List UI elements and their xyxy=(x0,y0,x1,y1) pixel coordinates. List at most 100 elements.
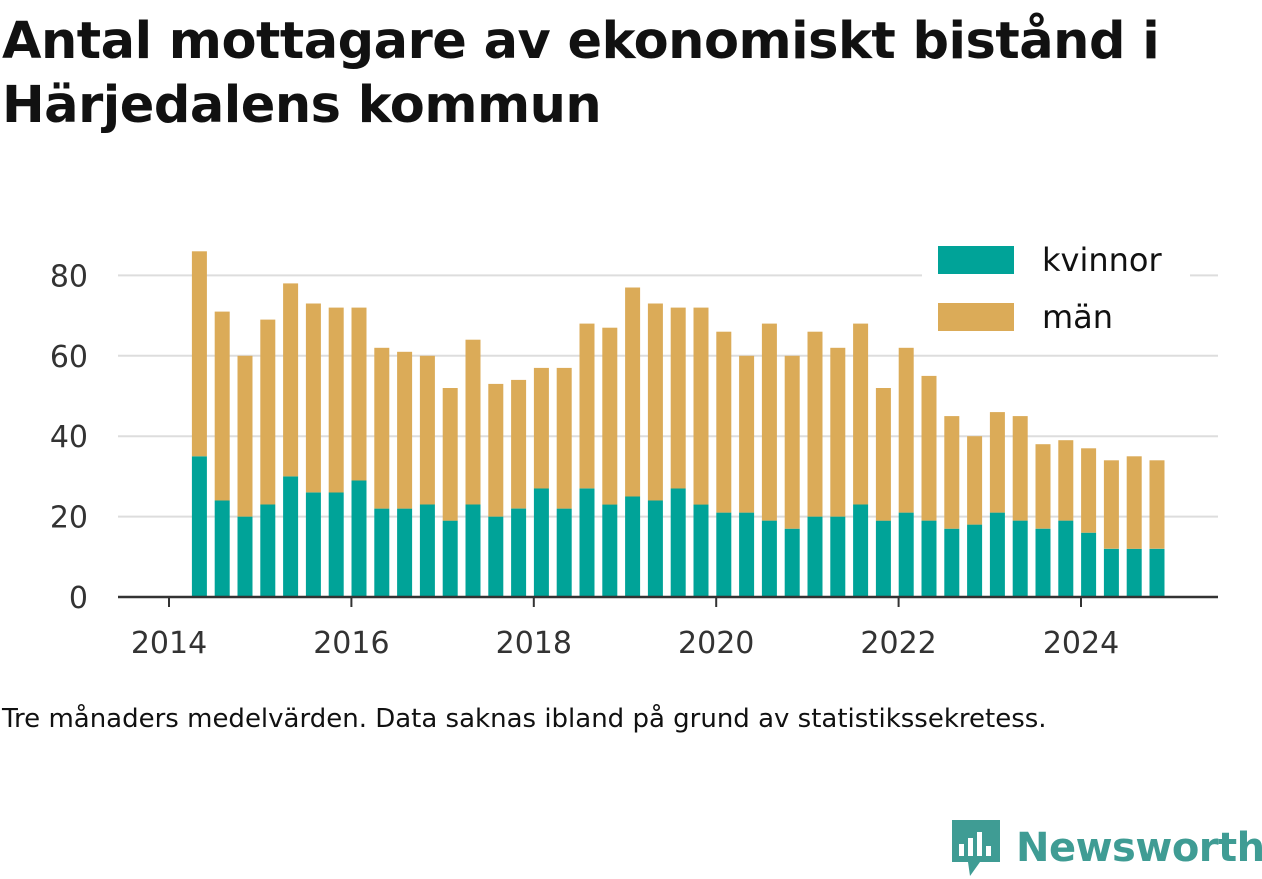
bar-män-2023-05 xyxy=(1012,416,1028,521)
bar-män-2019-05 xyxy=(647,303,663,501)
chart-title: Antal mottagare av ekonomiskt bistånd i … xyxy=(2,12,1160,135)
bar-män-2014-11 xyxy=(237,355,253,517)
bar-kvinnor-2015-08 xyxy=(305,492,321,597)
bar-män-2016-05 xyxy=(374,347,390,509)
x-tick-label: 2022 xyxy=(860,626,936,661)
bar-män-2017-02 xyxy=(442,388,458,521)
bar-kvinnor-2019-11 xyxy=(693,504,709,597)
bar-män-2022-11 xyxy=(967,436,983,525)
y-tick-label: 40 xyxy=(50,420,88,455)
bar-män-2019-02 xyxy=(625,287,641,497)
bar-män-2016-08 xyxy=(397,351,413,509)
x-tick-label: 2024 xyxy=(1043,626,1119,661)
bar-män-2018-08 xyxy=(579,323,595,489)
bar-män-2014-08 xyxy=(214,311,230,501)
bar-män-2021-08 xyxy=(853,323,869,505)
bar-män-2024-05 xyxy=(1103,460,1119,549)
bar-män-2015-05 xyxy=(283,283,299,477)
bar-kvinnor-2023-02 xyxy=(989,512,1005,597)
bar-män-2024-02 xyxy=(1081,448,1097,533)
bar-män-2021-05 xyxy=(830,347,846,517)
bar-kvinnor-2020-02 xyxy=(716,512,732,597)
bar-kvinnor-2019-05 xyxy=(647,500,663,597)
bar-kvinnor-2017-11 xyxy=(511,508,527,597)
bar-män-2023-02 xyxy=(989,412,1005,513)
bar-kvinnor-2020-11 xyxy=(784,528,800,597)
bar-kvinnor-2016-02 xyxy=(351,480,367,597)
bar-män-2018-11 xyxy=(602,327,618,505)
bar-kvinnor-2016-11 xyxy=(419,504,435,597)
newsworthy-logo-icon xyxy=(952,820,1000,876)
x-tick-label: 2014 xyxy=(131,626,207,661)
bar-kvinnor-2021-11 xyxy=(875,520,891,597)
bar-kvinnor-2022-05 xyxy=(921,520,937,597)
bar-kvinnor-2024-05 xyxy=(1103,548,1119,597)
bar-kvinnor-2016-05 xyxy=(374,508,390,597)
stacked-bar-chart: 0 20 40 60 80 2014 2016 2018 2020 2022 2024 kvinno… xyxy=(49,234,1218,661)
bar-kvinnor-2018-02 xyxy=(533,488,549,597)
bar-män-2024-08 xyxy=(1126,456,1142,549)
bar-kvinnor-2014-05 xyxy=(191,456,207,597)
bar-män-2017-08 xyxy=(488,383,504,517)
bar-män-2020-05 xyxy=(739,355,755,513)
bar-män-2023-08 xyxy=(1035,444,1051,529)
bar-män-2019-11 xyxy=(693,307,709,505)
bar-män-2018-02 xyxy=(533,367,549,489)
bar-kvinnor-2014-11 xyxy=(237,516,253,597)
bar-kvinnor-2014-08 xyxy=(214,500,230,597)
bar-kvinnor-2021-08 xyxy=(853,504,869,597)
bar-kvinnor-2022-02 xyxy=(898,512,914,597)
bar-män-2014-05 xyxy=(191,251,207,457)
bar-kvinnor-2017-05 xyxy=(465,504,481,597)
bar-män-2015-08 xyxy=(305,303,321,493)
bar-män-2020-08 xyxy=(761,323,777,521)
bar-män-2024-11 xyxy=(1149,460,1165,549)
bar-kvinnor-2023-08 xyxy=(1035,528,1051,597)
bar-män-2015-11 xyxy=(328,307,344,493)
bar-män-2022-02 xyxy=(898,347,914,513)
bars xyxy=(191,251,1165,597)
bar-kvinnor-2024-08 xyxy=(1126,548,1142,597)
bar-kvinnor-2019-08 xyxy=(670,488,686,597)
bar-män-2018-05 xyxy=(556,367,572,509)
bar-män-2023-11 xyxy=(1058,440,1074,521)
bar-kvinnor-2023-05 xyxy=(1012,520,1028,597)
bar-män-2021-11 xyxy=(875,388,891,521)
bar-kvinnor-2020-05 xyxy=(739,512,755,597)
bar-män-2017-05 xyxy=(465,339,481,505)
bar-kvinnor-2016-08 xyxy=(397,508,413,597)
bar-män-2015-02 xyxy=(260,319,276,505)
axes: 0 20 40 60 80 2014 2016 2018 2020 2022 2024 xyxy=(50,259,1218,661)
bar-kvinnor-2021-05 xyxy=(830,516,846,597)
bar-kvinnor-2019-02 xyxy=(625,496,641,597)
legend-swatch-kvinnor xyxy=(938,246,1014,274)
bar-män-2016-11 xyxy=(419,355,435,505)
bar-kvinnor-2015-11 xyxy=(328,492,344,597)
bar-kvinnor-2022-08 xyxy=(944,528,960,597)
x-tick-label: 2020 xyxy=(678,626,754,661)
bar-kvinnor-2018-08 xyxy=(579,488,595,597)
bar-kvinnor-2018-11 xyxy=(602,504,618,597)
bar-män-2020-11 xyxy=(784,355,800,529)
x-tick-label: 2018 xyxy=(496,626,572,661)
brand[interactable]: Newsworthy xyxy=(950,818,1262,878)
bar-män-2021-02 xyxy=(807,331,823,517)
x-tick-label: 2016 xyxy=(313,626,389,661)
bar-kvinnor-2018-05 xyxy=(556,508,572,597)
legend: kvinnor män xyxy=(922,234,1190,346)
bar-kvinnor-2015-02 xyxy=(260,504,276,597)
bar-kvinnor-2017-02 xyxy=(442,520,458,597)
bar-kvinnor-2021-02 xyxy=(807,516,823,597)
bar-män-2017-11 xyxy=(511,379,527,509)
y-tick-label: 80 xyxy=(50,259,88,294)
bar-kvinnor-2023-11 xyxy=(1058,520,1074,597)
bar-kvinnor-2022-11 xyxy=(967,524,983,597)
legend-label-män: män xyxy=(1042,298,1113,336)
bar-män-2020-02 xyxy=(716,331,732,513)
bar-kvinnor-2024-11 xyxy=(1149,548,1165,597)
bar-kvinnor-2020-08 xyxy=(761,520,777,597)
bar-kvinnor-2015-05 xyxy=(283,476,299,597)
brand-name: Newsworthy xyxy=(1016,825,1262,871)
bar-män-2016-02 xyxy=(351,307,367,481)
bar-kvinnor-2024-02 xyxy=(1081,532,1097,597)
